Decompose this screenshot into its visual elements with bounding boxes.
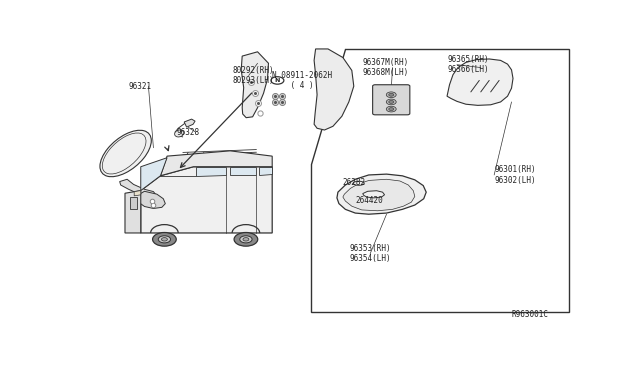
Circle shape (388, 93, 394, 96)
Text: 96367M(RH)
96368M(LH): 96367M(RH) 96368M(LH) (363, 58, 409, 77)
Polygon shape (134, 190, 141, 196)
Text: N: N (275, 78, 280, 83)
Circle shape (387, 106, 396, 112)
Ellipse shape (100, 130, 151, 177)
Ellipse shape (175, 130, 184, 137)
Circle shape (158, 236, 171, 243)
Circle shape (240, 236, 252, 243)
Circle shape (243, 238, 249, 241)
Polygon shape (120, 179, 156, 196)
Circle shape (152, 232, 176, 246)
Circle shape (387, 92, 396, 97)
Polygon shape (337, 174, 426, 214)
Polygon shape (161, 151, 272, 176)
Polygon shape (310, 49, 568, 312)
Polygon shape (343, 179, 415, 211)
Circle shape (234, 232, 258, 246)
Polygon shape (259, 167, 272, 175)
Polygon shape (141, 167, 272, 233)
Polygon shape (196, 167, 226, 176)
Text: 96353(RH)
96354(LH): 96353(RH) 96354(LH) (349, 244, 391, 263)
Polygon shape (131, 197, 137, 209)
Polygon shape (184, 119, 195, 127)
Text: 96301(RH)
96302(LH): 96301(RH) 96302(LH) (494, 165, 536, 185)
Polygon shape (447, 59, 513, 105)
Text: 264420: 264420 (355, 196, 383, 205)
Circle shape (388, 100, 394, 103)
Polygon shape (141, 158, 167, 190)
Ellipse shape (353, 181, 364, 185)
Circle shape (388, 108, 394, 110)
Text: 96365(RH)
96366(LH): 96365(RH) 96366(LH) (447, 55, 489, 74)
Text: 96321: 96321 (129, 82, 152, 91)
Polygon shape (314, 49, 354, 130)
Polygon shape (137, 191, 165, 208)
Polygon shape (125, 190, 141, 233)
Text: 96328: 96328 (177, 128, 200, 137)
Circle shape (161, 238, 168, 241)
Polygon shape (363, 191, 385, 198)
Circle shape (387, 99, 396, 105)
Text: N 08911-2062H
    ( 4 ): N 08911-2062H ( 4 ) (273, 71, 333, 90)
Text: 80292(RH)
80293(LH): 80292(RH) 80293(LH) (233, 66, 275, 85)
Circle shape (271, 77, 284, 84)
Polygon shape (230, 167, 257, 175)
Polygon shape (241, 52, 269, 118)
FancyBboxPatch shape (372, 85, 410, 115)
Text: 26282: 26282 (343, 178, 366, 187)
Text: R963001C: R963001C (511, 310, 548, 319)
